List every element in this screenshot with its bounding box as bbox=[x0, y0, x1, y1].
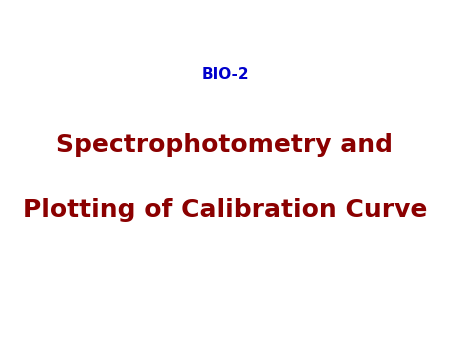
Text: Plotting of Calibration Curve: Plotting of Calibration Curve bbox=[23, 197, 427, 222]
Text: BIO-2: BIO-2 bbox=[201, 67, 249, 82]
Text: Spectrophotometry and: Spectrophotometry and bbox=[57, 133, 393, 158]
